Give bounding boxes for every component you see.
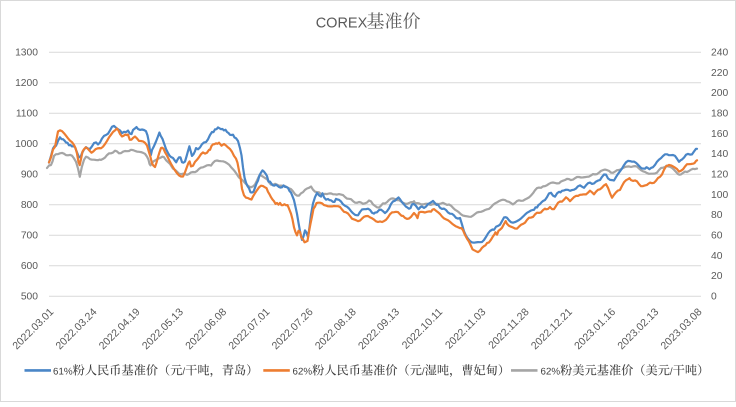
svg-text:120: 120 <box>711 170 728 181</box>
svg-text:1300: 1300 <box>15 48 38 59</box>
svg-text:80: 80 <box>711 210 723 221</box>
svg-text:200: 200 <box>711 88 728 99</box>
svg-text:1000: 1000 <box>15 139 38 150</box>
svg-text:COREX: COREX <box>316 16 368 32</box>
svg-text:40: 40 <box>711 251 723 262</box>
svg-text:1200: 1200 <box>15 78 38 89</box>
svg-text:500: 500 <box>21 292 38 303</box>
svg-text:600: 600 <box>21 261 38 272</box>
svg-text:140: 140 <box>711 149 728 160</box>
svg-text:900: 900 <box>21 170 38 181</box>
svg-text:700: 700 <box>21 231 38 242</box>
svg-text:160: 160 <box>711 129 728 140</box>
svg-text:20: 20 <box>711 271 723 282</box>
svg-text:0: 0 <box>711 292 717 303</box>
svg-text:240: 240 <box>711 48 728 59</box>
svg-text:1100: 1100 <box>16 109 38 120</box>
svg-text:800: 800 <box>21 200 38 211</box>
svg-text:100: 100 <box>711 190 728 201</box>
svg-text:60: 60 <box>711 231 723 242</box>
svg-text:180: 180 <box>711 109 728 120</box>
svg-text:220: 220 <box>711 68 728 79</box>
